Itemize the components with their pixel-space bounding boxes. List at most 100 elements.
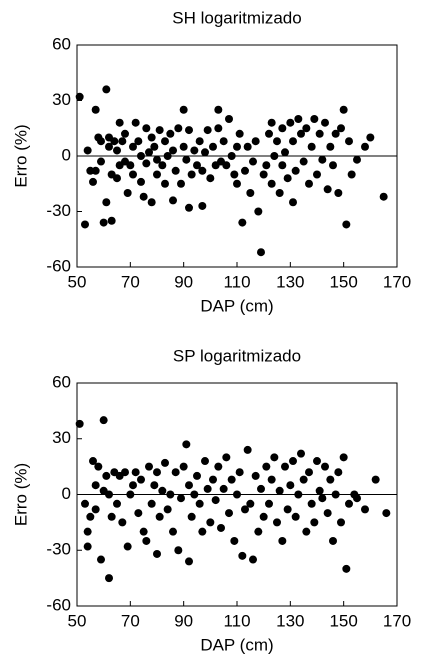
- point: [89, 177, 97, 186]
- point: [259, 512, 268, 521]
- point: [334, 189, 343, 197]
- point: [238, 218, 247, 227]
- point: [185, 481, 193, 490]
- point: [166, 490, 175, 499]
- point: [137, 177, 145, 186]
- point: [206, 174, 215, 183]
- point: [161, 458, 169, 467]
- point: [310, 518, 319, 527]
- point: [254, 207, 263, 216]
- point: [193, 471, 201, 480]
- point: [299, 157, 308, 166]
- point: [323, 509, 332, 518]
- point: [342, 220, 351, 229]
- point: [329, 536, 337, 545]
- point: [123, 189, 132, 197]
- point: [211, 496, 220, 505]
- point: [286, 481, 295, 490]
- point: [361, 505, 369, 514]
- point: [262, 462, 271, 471]
- point: [241, 505, 249, 514]
- point: [97, 157, 105, 166]
- point: [203, 126, 212, 135]
- point: [190, 490, 199, 499]
- point: [302, 124, 311, 133]
- point: [249, 157, 257, 166]
- point: [267, 118, 276, 127]
- point: [206, 518, 215, 527]
- point: [291, 166, 300, 175]
- chart-title: SH logaritmizado: [172, 8, 301, 27]
- point: [134, 137, 143, 146]
- point: [233, 142, 241, 151]
- point: [257, 248, 265, 257]
- point: [246, 189, 255, 197]
- point: [254, 527, 263, 536]
- point: [297, 449, 305, 458]
- point: [113, 174, 121, 183]
- x-tick-label: 50: [68, 611, 87, 630]
- point: [105, 142, 113, 151]
- point: [281, 462, 289, 471]
- point: [153, 170, 161, 179]
- point: [161, 179, 169, 188]
- point: [361, 142, 369, 151]
- point: [222, 453, 231, 462]
- point: [233, 179, 241, 188]
- point: [275, 189, 284, 197]
- point: [198, 201, 207, 210]
- point: [131, 118, 140, 127]
- point: [121, 129, 129, 138]
- point: [366, 133, 375, 142]
- point: [107, 216, 116, 225]
- point: [307, 142, 316, 151]
- point: [185, 126, 193, 135]
- point: [158, 161, 167, 170]
- point: [313, 170, 321, 179]
- point: [145, 148, 153, 157]
- point: [273, 518, 281, 527]
- point: [230, 536, 239, 545]
- y-tick-label: 0: [62, 484, 71, 503]
- point: [139, 192, 148, 201]
- point: [91, 481, 100, 490]
- point: [187, 512, 196, 521]
- point: [113, 499, 121, 508]
- y-axis-label: Erro (%): [11, 124, 30, 187]
- point: [326, 142, 335, 151]
- point: [147, 133, 156, 142]
- point: [227, 475, 236, 484]
- point: [353, 494, 361, 503]
- point: [142, 124, 151, 133]
- x-axis-label: DAP (cm): [200, 296, 273, 315]
- point: [91, 105, 100, 114]
- point: [107, 512, 116, 521]
- point: [294, 490, 303, 499]
- point: [286, 118, 295, 127]
- point: [166, 129, 175, 138]
- point: [97, 555, 105, 564]
- point: [129, 481, 137, 490]
- point: [155, 512, 164, 521]
- point: [179, 105, 188, 114]
- point: [318, 155, 327, 164]
- point: [129, 142, 137, 151]
- point: [318, 494, 327, 503]
- point: [195, 137, 204, 146]
- point: [153, 468, 161, 477]
- y-tick-label: 30: [52, 428, 71, 447]
- point: [238, 551, 247, 560]
- point: [289, 137, 297, 146]
- point: [323, 185, 332, 194]
- point: [153, 155, 161, 164]
- point: [155, 126, 164, 135]
- point: [94, 462, 103, 471]
- point: [371, 475, 380, 484]
- point: [86, 512, 95, 521]
- point: [262, 161, 271, 170]
- point: [195, 499, 204, 508]
- point: [267, 475, 276, 484]
- point: [118, 137, 127, 146]
- point: [193, 161, 201, 170]
